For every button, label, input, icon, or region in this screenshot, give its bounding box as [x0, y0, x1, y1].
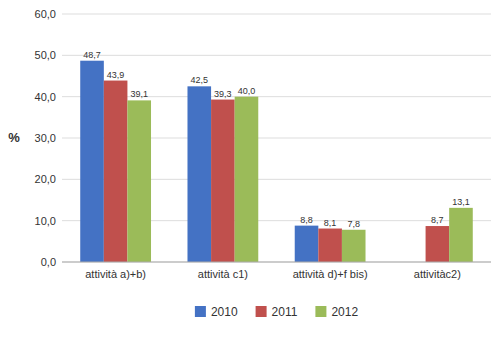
legend-swatch [195, 306, 206, 317]
bars [80, 61, 473, 262]
grid-line [62, 55, 491, 56]
bar [211, 100, 235, 262]
data-label: 39,3 [214, 89, 232, 99]
y-tick-label: 50,0 [35, 49, 56, 61]
chart-svg: 0,010,020,030,040,050,060,0%48,742,58,84… [0, 0, 501, 349]
legend-swatch [315, 306, 326, 317]
legend-label: 2011 [272, 305, 298, 319]
bar [318, 229, 342, 262]
bar [449, 208, 473, 262]
x-tick-label: attivitàc2) [414, 268, 461, 280]
legend: 2010 2011 2012 [195, 305, 359, 319]
x-axis-line [62, 262, 491, 263]
chart-container: 0,010,020,030,040,050,060,0%48,742,58,84… [0, 0, 501, 349]
data-label: 39,1 [130, 89, 148, 99]
y-tick-label: 40,0 [35, 91, 56, 103]
y-tick-label: 10,0 [35, 215, 56, 227]
x-tick-label: attività d)+f bis) [293, 268, 368, 280]
bar [235, 97, 259, 262]
legend-item: 2011 [256, 305, 298, 319]
legend-item: 2012 [315, 305, 358, 319]
grid-line [62, 262, 491, 263]
grid [62, 14, 491, 262]
bar [295, 226, 319, 262]
data-label: 8,7 [431, 215, 444, 225]
y-axis-label: % [8, 130, 20, 145]
data-label: 40,0 [238, 86, 256, 96]
y-tick-label: 20,0 [35, 173, 56, 185]
data-label: 8,1 [324, 218, 337, 228]
bar [80, 61, 104, 262]
data-label: 43,9 [107, 70, 125, 80]
bar [104, 81, 128, 262]
grid-line [62, 14, 491, 15]
y-tick-label: 60,0 [35, 8, 56, 20]
data-label: 48,7 [83, 50, 101, 60]
data-label: 8,8 [300, 215, 313, 225]
data-label: 13,1 [452, 197, 470, 207]
data-labels: 48,7 42,5 8,8 43,9 39,3 8,1 8,7 39,1 40,0 7,8 13,1 [83, 50, 469, 229]
legend-label: 2010 [211, 305, 238, 319]
bar [342, 230, 366, 262]
legend-item: 2010 [195, 305, 238, 319]
data-label: 7,8 [347, 219, 360, 229]
x-tick-label: attività a)+b) [85, 268, 146, 280]
y-tick-label: 30,0 [35, 132, 56, 144]
legend-swatch [256, 306, 267, 317]
data-label: 42,5 [191, 75, 209, 85]
bar [127, 100, 151, 262]
bar [426, 226, 450, 262]
y-tick-label: 0,0 [41, 256, 56, 268]
legend-label: 2012 [331, 305, 358, 319]
x-tick-label: attività c1) [198, 268, 248, 280]
bar [187, 86, 211, 262]
